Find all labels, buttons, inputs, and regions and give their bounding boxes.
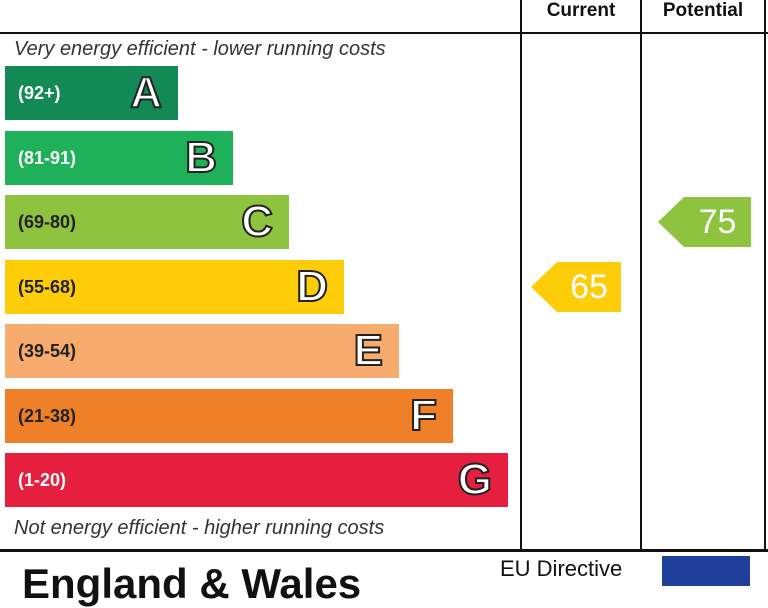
band-d: (55-68) D — [5, 260, 344, 314]
band-range-label: (1-20) — [18, 470, 67, 490]
band-range-label: (39-54) — [18, 341, 77, 361]
potential-rating-value: 75 — [698, 203, 737, 241]
footer-country: England & Wales — [22, 560, 362, 607]
band-a: (92+) A — [5, 66, 178, 120]
frame-line-header — [0, 32, 768, 34]
eu-flag-icon — [662, 556, 750, 586]
band-range-label: (81-91) — [18, 148, 77, 168]
band-letter: F — [409, 390, 438, 441]
band-letter: C — [240, 196, 274, 247]
band-range-label: (21-38) — [18, 406, 77, 426]
frame-line-potential-left — [640, 0, 642, 550]
band-letter: A — [129, 67, 163, 118]
band-g: (1-20) G — [5, 453, 508, 507]
frame-line-current-left — [520, 0, 522, 550]
bottom-note: Not energy efficient - higher running co… — [14, 517, 385, 539]
current-header: Current — [546, 0, 616, 21]
band-range-label: (92+) — [18, 83, 61, 103]
footer-eu-directive: EU Directive — [500, 556, 623, 581]
band-letter: D — [295, 261, 329, 312]
current-rating-value: 65 — [570, 268, 608, 306]
band-letter: E — [353, 325, 384, 376]
current-rating-arrow: 65 — [531, 262, 621, 312]
band-range-label: (69-80) — [18, 212, 77, 232]
band-letter: B — [184, 132, 218, 183]
band-e: (39-54) E — [5, 324, 399, 378]
band-range-label: (55-68) — [18, 277, 77, 297]
band-letter: G — [457, 454, 493, 505]
top-note: Very energy efficient - lower running co… — [14, 38, 386, 60]
potential-header: Potential — [662, 0, 744, 21]
potential-rating-arrow: 75 — [658, 197, 751, 247]
frame-line-right — [764, 0, 766, 550]
band-c: (69-80) C — [5, 195, 289, 249]
band-b: (81-91) B — [5, 131, 233, 185]
frame-line-footer — [0, 549, 768, 552]
band-f: (21-38) F — [5, 389, 453, 443]
